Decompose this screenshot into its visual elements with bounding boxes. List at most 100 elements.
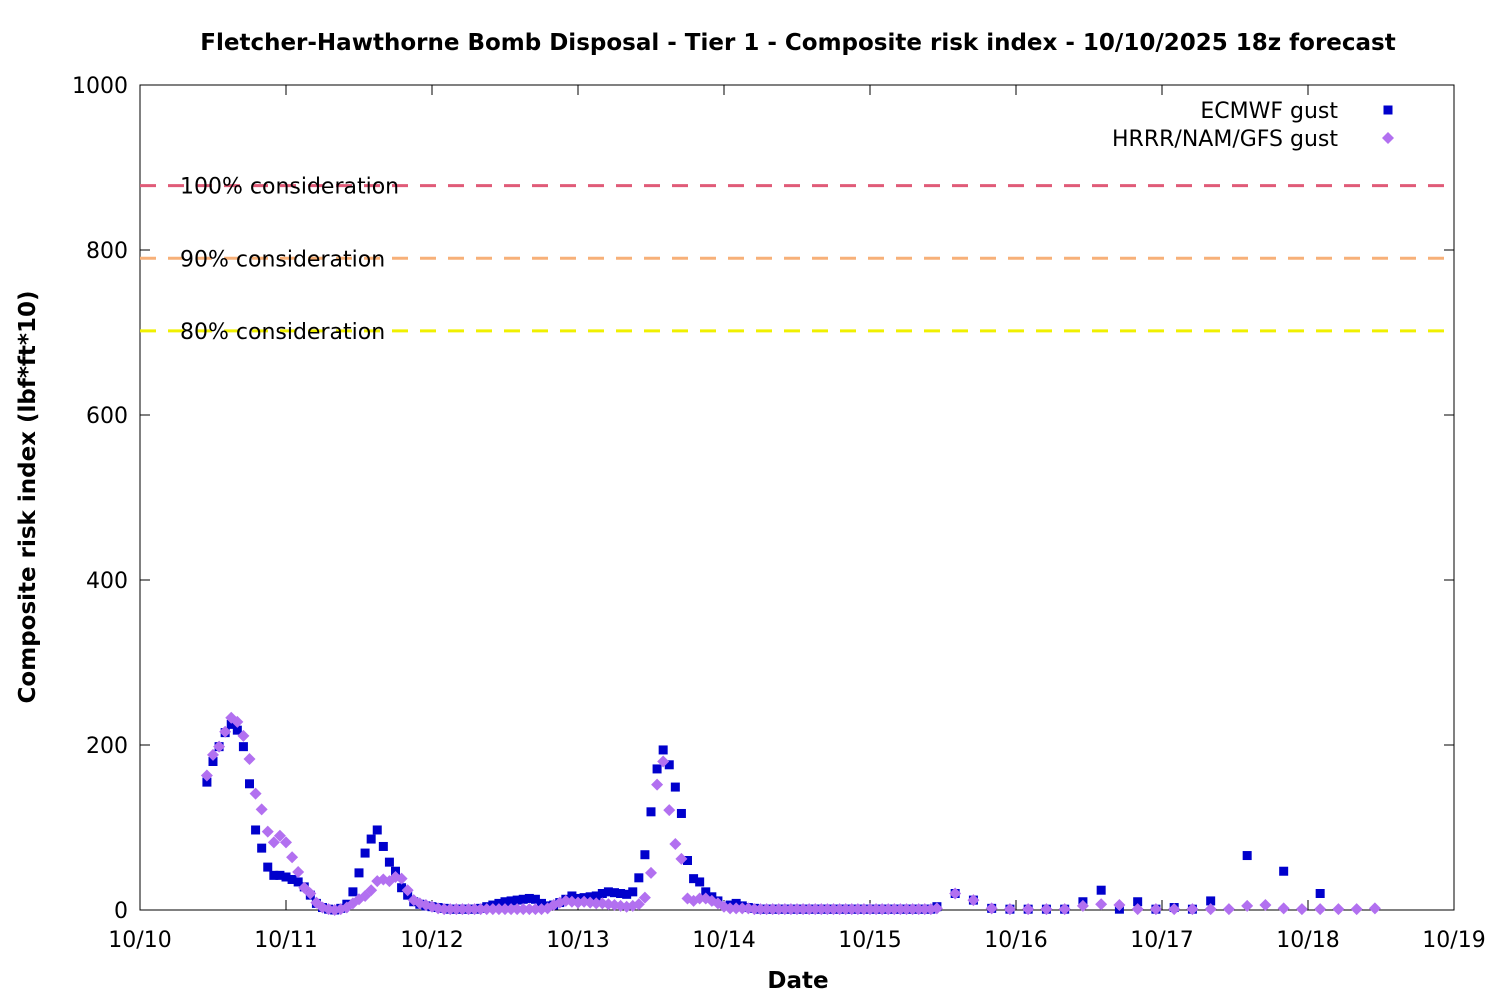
data-point	[967, 894, 980, 907]
data-point	[949, 887, 962, 900]
data-series	[200, 711, 1381, 916]
data-point	[736, 902, 749, 915]
data-point	[912, 903, 925, 916]
data-point	[851, 903, 864, 916]
data-point	[766, 903, 779, 916]
data-point	[1206, 896, 1216, 906]
data-point	[269, 870, 279, 880]
data-point	[444, 903, 457, 916]
data-point	[651, 778, 664, 791]
data-point	[360, 848, 370, 858]
data-point	[523, 903, 536, 916]
data-point	[273, 829, 286, 842]
data-point	[511, 903, 524, 916]
legend: ECMWF gust HRRR/NAM/GFS gust	[1112, 99, 1394, 152]
data-point	[675, 852, 688, 865]
data-point	[505, 903, 518, 916]
data-point	[610, 888, 619, 898]
data-point	[438, 903, 451, 916]
data-point	[676, 808, 686, 818]
chart-title: Fletcher-Hawthorne Bomb Disposal - Tier …	[200, 30, 1395, 56]
data-point	[384, 857, 394, 867]
data-point	[833, 903, 846, 916]
data-point	[499, 903, 511, 916]
data-point	[1242, 851, 1252, 861]
data-point	[255, 803, 268, 816]
data-point	[512, 895, 522, 905]
data-point	[207, 748, 219, 761]
data-point	[1277, 902, 1290, 915]
data-point	[1315, 889, 1325, 898]
data-point	[249, 787, 262, 800]
legend-label: HRRR/NAM/GFS gust	[1112, 127, 1338, 152]
data-point	[365, 884, 378, 897]
x-tick-label: 10/19	[1422, 928, 1485, 953]
data-point	[261, 825, 274, 838]
y-tick-label: 600	[86, 404, 128, 429]
data-point	[1040, 903, 1053, 916]
y-tick-label: 200	[86, 734, 128, 759]
data-point	[669, 838, 682, 850]
data-point	[693, 892, 706, 905]
data-point	[524, 893, 534, 903]
data-point	[918, 903, 931, 916]
data-point	[900, 903, 913, 916]
data-point	[657, 755, 670, 768]
data-point	[791, 903, 803, 916]
data-point	[395, 872, 408, 885]
data-point	[882, 903, 895, 916]
data-point	[1204, 903, 1217, 916]
data-point	[827, 903, 840, 916]
data-point	[456, 903, 469, 916]
data-point	[857, 903, 870, 916]
data-point	[1003, 903, 1016, 916]
data-point	[237, 729, 250, 742]
data-point	[695, 877, 705, 887]
data-point	[1133, 897, 1143, 907]
x-axis-label: Date	[767, 968, 828, 994]
x-tick-label: 10/14	[692, 928, 755, 953]
data-point	[287, 874, 297, 884]
data-point	[754, 903, 767, 916]
data-point	[590, 897, 603, 910]
data-point	[275, 870, 285, 880]
data-point	[821, 903, 834, 916]
data-point	[243, 753, 256, 766]
data-point	[245, 779, 254, 789]
data-point	[664, 760, 674, 770]
data-point	[797, 903, 810, 916]
data-point	[529, 903, 542, 916]
data-point	[870, 903, 883, 916]
data-point	[1131, 903, 1144, 916]
data-point	[267, 836, 280, 849]
data-point	[645, 866, 657, 879]
data-point	[646, 807, 656, 817]
data-point	[231, 715, 244, 728]
data-point	[616, 889, 626, 898]
data-point	[348, 887, 358, 897]
series-hrrr-nam-gfs	[200, 711, 1381, 916]
data-point	[450, 903, 463, 916]
data-point	[232, 725, 242, 735]
data-point	[238, 742, 248, 752]
data-point	[257, 843, 267, 853]
data-point	[486, 903, 499, 916]
x-tick-label: 10/16	[984, 928, 1047, 953]
axis-ticks: 10/10 10/11 10/12 10/13 10/14 10/15 10/16 10/17…	[72, 74, 1486, 953]
data-point	[1314, 903, 1327, 916]
data-point	[724, 902, 737, 915]
y-tick-label: 1000	[72, 74, 128, 99]
data-point	[760, 903, 773, 916]
data-point	[894, 903, 907, 916]
data-point	[397, 883, 407, 893]
data-point	[378, 841, 388, 851]
data-point	[628, 887, 638, 897]
data-point	[492, 903, 505, 916]
data-point	[474, 903, 487, 916]
data-point	[372, 825, 382, 835]
x-tick-label: 10/13	[546, 928, 609, 953]
x-tick-label: 10/11	[254, 928, 317, 953]
data-point	[1076, 899, 1089, 912]
data-point	[354, 868, 364, 878]
y-tick-label: 800	[86, 239, 128, 264]
